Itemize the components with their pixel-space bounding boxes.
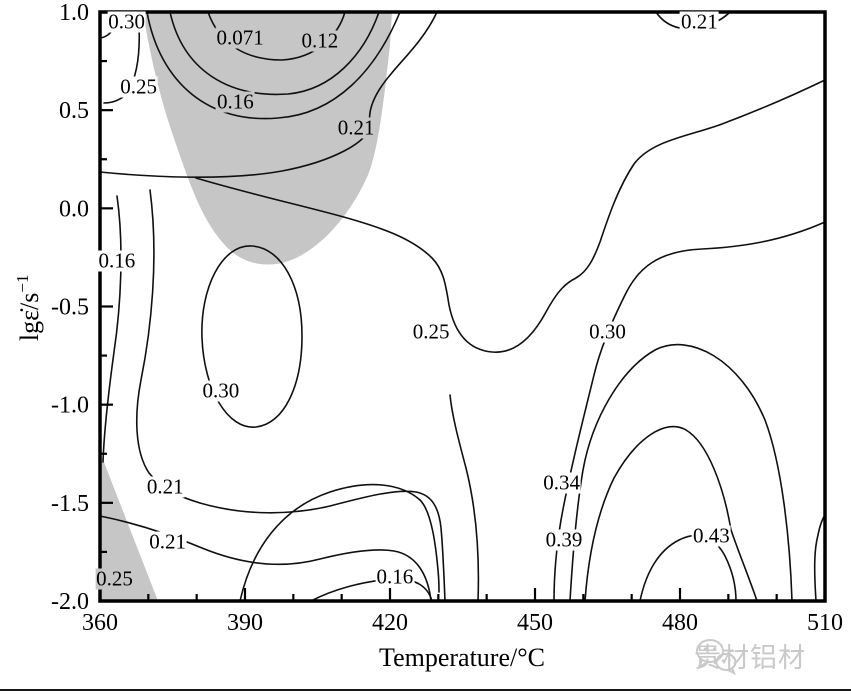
y-axis-title-prefix: lg — [14, 320, 44, 342]
tick-label: -2.0 — [51, 589, 89, 615]
tick-label: 0.0 — [59, 196, 89, 222]
y-axis-title-symbol: ε̇ — [14, 309, 44, 321]
tick-label: 0.5 — [59, 98, 89, 124]
contour-label: 0.071 — [215, 25, 265, 50]
contour-line — [239, 483, 440, 602]
instability-region-lower-left — [100, 452, 158, 601]
contour-line — [102, 195, 122, 463]
instability-region-upper — [143, 12, 392, 265]
axis-ticks — [98, 10, 827, 603]
tick-label: 510 — [807, 610, 843, 636]
contour-label: 0.43 — [692, 523, 731, 548]
tick-label: -0.5 — [51, 295, 89, 321]
tick-label: 360 — [82, 610, 118, 636]
contour-label: 0.25 — [119, 74, 159, 99]
contour-label: 0.34 — [542, 470, 581, 495]
contour-label: 0.16 — [215, 89, 255, 114]
tick-label: 450 — [517, 610, 553, 636]
watermark-text: 贵材铝材 — [694, 643, 806, 673]
contour-line — [201, 245, 303, 428]
contour-line — [135, 189, 446, 602]
contour-label: 0.21 — [679, 9, 719, 34]
contour-label: 0.16 — [97, 248, 137, 273]
tick-label: -1.5 — [51, 491, 89, 517]
contour-line — [195, 79, 826, 353]
x-axis-title: Temperature/°C — [379, 643, 545, 672]
contour-label: 0.21 — [336, 115, 376, 140]
contour-label: 0.16 — [375, 564, 415, 589]
axis-tick-labels: 360 390 420 450 480 510 1.0 0.5 0.0 -0.5 -1.0 -1.5 -… — [51, 0, 843, 636]
contour-label: 0.25 — [411, 319, 451, 344]
tick-label: 1.0 — [59, 0, 89, 26]
y-axis-title-unit: /s — [14, 292, 44, 310]
watermark: 贵材铝材 — [694, 636, 806, 676]
y-axis-title-exponent: −1 — [13, 274, 33, 293]
contour-line — [569, 343, 793, 602]
tick-label: 390 — [227, 610, 263, 636]
contour-line — [169, 11, 380, 96]
y-axis-title: lgε̇/s−1 — [13, 223, 45, 393]
contour-label: 0.21 — [148, 529, 188, 554]
contour-label: 0.21 — [145, 474, 185, 499]
contour-label: 0.30 — [588, 319, 627, 344]
contour-line — [99, 11, 438, 178]
contour-label: 0.30 — [107, 9, 146, 34]
bottom-divider-line — [0, 689, 851, 691]
tick-label: -1.0 — [51, 393, 89, 419]
contour-label: 0.12 — [300, 28, 340, 53]
contour-label: 0.39 — [544, 527, 584, 552]
tick-label: 480 — [662, 610, 698, 636]
contour-line — [146, 11, 401, 120]
contour-label: 0.30 — [201, 378, 241, 403]
contour-line — [584, 425, 758, 602]
contour-line — [813, 514, 826, 602]
contour-label: 0.25 — [95, 566, 134, 591]
contour-line — [449, 394, 480, 602]
contour-line — [553, 221, 826, 602]
chat-bubbles-icon — [696, 639, 737, 676]
tick-label: 420 — [372, 610, 408, 636]
